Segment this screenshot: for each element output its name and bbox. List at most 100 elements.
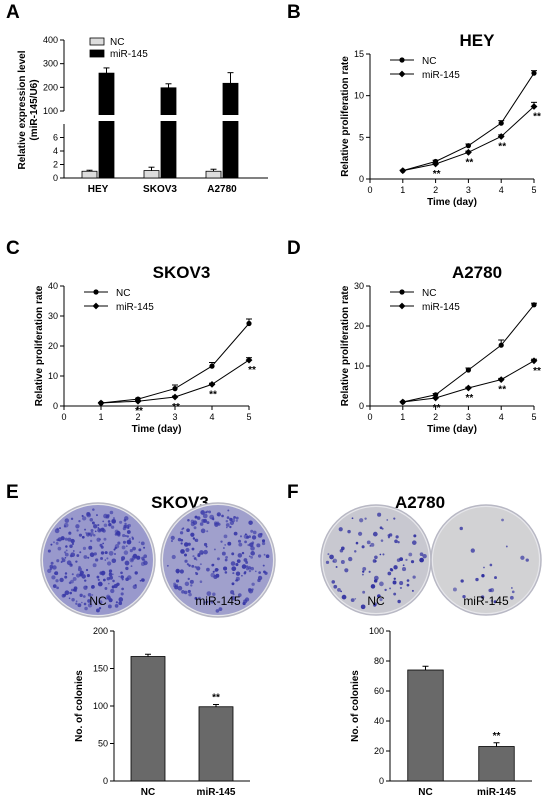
- panel-e-plate-mir145-colony: [184, 581, 190, 587]
- panel-e-plate-nc-colony: [122, 540, 126, 544]
- panel-b-xtick-label: 5: [531, 185, 536, 195]
- panel-e-plate-mir145-colony: [252, 530, 257, 535]
- panel-e-plate-nc-colony: [79, 593, 83, 598]
- panel-e-plate-nc-colony: [64, 556, 67, 559]
- panel-f-plate-nc-colony: [406, 579, 410, 582]
- panel-e-plate-mir145-colony: [199, 580, 203, 583]
- panel-e-plate-mir145-colony: [231, 518, 236, 523]
- panel-b-significance-mark: **: [498, 142, 506, 153]
- panel-e-plate-nc-colony: [59, 577, 64, 583]
- panel-e-plate-nc-colony: [69, 544, 73, 548]
- panel-e-plate-nc-colony: [94, 530, 97, 533]
- panel-e-plate-nc-colony: [60, 536, 65, 541]
- panel-f-plate-nc-colony: [410, 560, 415, 564]
- panel-e-plate-nc-colony: [64, 537, 68, 541]
- panel-e-plate-nc-colony: [124, 535, 127, 537]
- panel-e-plate-mir145-colony: [250, 555, 253, 559]
- panel-e-plate-mir145-colony: [235, 516, 239, 520]
- panel-e-plate-nc-colony: [123, 550, 129, 555]
- panel-e-plate-nc-colony: [64, 572, 68, 575]
- panel-e-plate-nc-colony: [79, 551, 82, 554]
- panel-e-plate-nc-colony: [96, 514, 98, 517]
- panel-e-plate-nc-colony: [112, 573, 114, 576]
- panel-f-plate-nc-colony: [389, 568, 393, 571]
- panel-f-plate-nc-colony: [329, 554, 334, 560]
- panel-e-plate-nc-colony: [84, 606, 88, 611]
- panel-e-plate-nc-colony: [79, 570, 84, 575]
- panel-f-plate-nc-colony: [422, 553, 427, 559]
- panel-f-plate-nc-colony: [379, 581, 384, 587]
- panel-c-point-nc: [209, 363, 215, 369]
- panel-e-plate-mir145-colony: [213, 548, 216, 551]
- panel-e-plate-nc-colony: [78, 565, 81, 569]
- panel-d-xtick-label: 2: [433, 412, 438, 422]
- panel-e-plate-mir145-colony: [224, 544, 226, 546]
- panel-a-bar-skov3-nc: [143, 170, 160, 179]
- panel-e-plate-label-mir: miR-145: [195, 594, 241, 608]
- panel-e-plate-nc-colony: [117, 541, 121, 545]
- panel-e-plate-nc-colony: [75, 602, 78, 605]
- panel-f-plate-nc-colony: [370, 584, 376, 589]
- panel-e-plate-mir145-colony: [212, 518, 215, 521]
- panel-f-plate-nc-colony: [340, 560, 345, 564]
- panel-e-plate-nc-colony: [52, 565, 57, 570]
- panel-e-plate-mir145-colony: [248, 520, 253, 525]
- panel-e-plate-nc-colony: [90, 529, 94, 533]
- panel-d-significance-mark: **: [498, 385, 506, 396]
- panel-c-y-axis-title: Relative proliferation rate: [34, 285, 45, 406]
- panel-label-c: C: [6, 238, 20, 259]
- panel-e-plate-nc-colony: [126, 575, 132, 580]
- panel-e-plate-nc-colony: [55, 579, 59, 583]
- panel-e-plate-nc-colony: [75, 600, 78, 603]
- panel-a-ytick-label: 4: [53, 146, 58, 156]
- panel-e-plate-mir145-colony: [230, 595, 236, 601]
- panel-f-plate-label-mir: miR-145: [463, 594, 509, 608]
- panel-e-plate-mir145-colony: [186, 563, 190, 566]
- panel-d-xtick-label: 4: [499, 412, 504, 422]
- panel-b-point-nc: [498, 120, 504, 126]
- panel-e-plate-nc-colony: [59, 527, 61, 530]
- panel-b-xtick-label: 2: [433, 185, 438, 195]
- panel-e-plate-nc-colony: [129, 549, 133, 553]
- panel-f-plate-mir145-colony: [490, 599, 493, 602]
- panel-b-line-nc: [402, 72, 535, 172]
- panel-f-plate-images: [320, 504, 542, 616]
- panel-e-plate-nc-colony: [71, 597, 75, 602]
- panel-e-plate-mir145-colony: [212, 570, 215, 573]
- panel-e-plate-mir145-colony: [251, 535, 257, 540]
- panel-e-plate-mir145-colony: [179, 531, 184, 535]
- panel-e-plate-mir145-colony: [201, 552, 204, 555]
- panel-e-plate-nc-colony: [92, 521, 95, 524]
- panel-e-plate-nc-colony: [91, 594, 94, 596]
- panel-e-plate-nc-colony: [85, 531, 88, 534]
- panel-e-plate-nc-colony: [141, 556, 145, 561]
- panel-e-plate-nc-colony: [140, 541, 145, 546]
- panel-f-plate-mir145-colony: [483, 566, 485, 569]
- panel-e-plate-nc-colony: [124, 522, 127, 526]
- panel-e-plate-nc-colony: [61, 593, 66, 598]
- panel-e-plate-nc-colony: [97, 526, 100, 529]
- panel-e-plate-mir145-colony: [206, 567, 210, 572]
- panel-f-plate-nc-colony: [411, 589, 414, 592]
- panel-e-plate-nc-colony: [71, 573, 74, 576]
- panel-b-ytick-label: 10: [354, 91, 364, 101]
- panel-e-plate-nc-colony: [64, 551, 67, 554]
- panel-e-plate-nc-colony: [102, 520, 105, 523]
- panel-e-plate-nc-colony: [104, 551, 108, 555]
- panel-e-plate-nc-colony: [92, 508, 95, 511]
- panel-e-plate-nc-colony: [103, 523, 108, 528]
- panel-e-plate-mir145-colony: [214, 568, 218, 572]
- panel-b-title: HEY: [460, 31, 496, 50]
- panel-f-plate-nc-colony: [393, 517, 396, 520]
- panel-e-plate-nc-colony: [114, 544, 120, 549]
- panel-a-ytick-label: 100: [43, 106, 58, 116]
- panel-e-plate-nc-colony: [97, 578, 100, 582]
- panel-label-a: A: [6, 2, 20, 23]
- panel-e-plate-nc-colony: [89, 539, 93, 543]
- panel-f-plate-nc: [320, 504, 432, 616]
- panel-e-plate-mir145-colony: [224, 571, 228, 574]
- panel-e-plate-mir145-colony: [216, 512, 221, 517]
- panel-d-significance-mark: **: [533, 366, 541, 377]
- panel-e-plate-mir145-colony: [183, 542, 189, 547]
- panel-f-plate-nc-colony: [419, 557, 424, 563]
